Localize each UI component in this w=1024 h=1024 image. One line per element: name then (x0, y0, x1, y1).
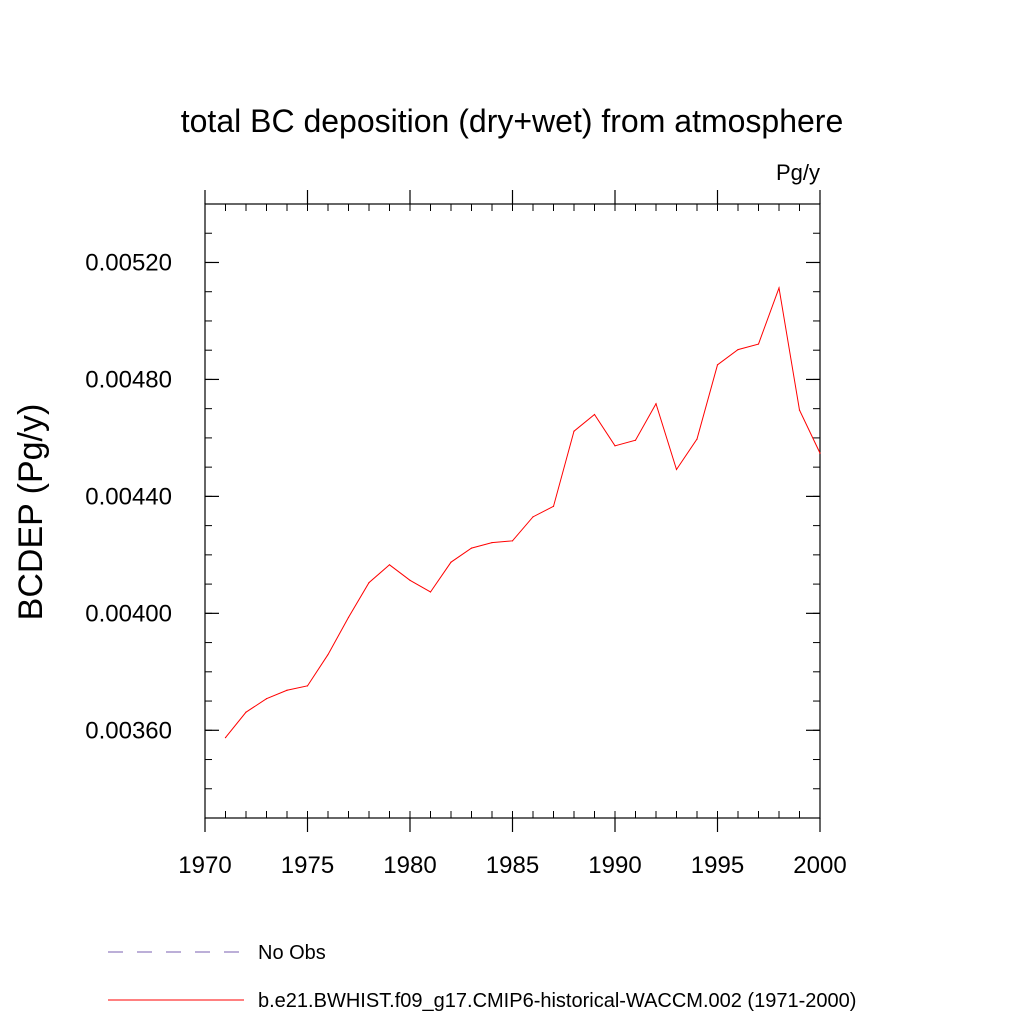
data-point (429, 591, 432, 593)
data-point (757, 343, 760, 345)
y-tick-label: 0.00520 (85, 249, 172, 276)
data-point (470, 547, 473, 549)
x-tick-label: 1975 (281, 852, 334, 879)
x-tick-label: 1980 (383, 852, 436, 879)
x-tick-label: 1995 (691, 852, 744, 879)
data-point (265, 698, 268, 700)
data-point (286, 689, 288, 691)
legend: No Obs b.e21.BWHIST.f09_g17.CMIP6-histori… (108, 942, 856, 1012)
axis-ticks (204, 190, 821, 832)
x-tick-label: 2000 (793, 852, 846, 879)
axis-tick-labels: 1970 1975 1980 1985 1990 1995 2000 0.00360 0.004… (85, 249, 846, 879)
data-point (388, 564, 391, 566)
legend-label: b.e21.BWHIST.f09_g17.CMIP6-historical-WA… (258, 990, 856, 1012)
series-line (225, 285, 821, 738)
y-tick-label: 0.00480 (85, 366, 172, 393)
data-point (655, 403, 657, 405)
data-point (634, 439, 637, 441)
y-tick-label: 0.00400 (85, 600, 172, 627)
data-series (224, 285, 821, 739)
data-point (409, 579, 411, 581)
units-label: Pg/y (776, 160, 820, 185)
y-tick-label: 0.00440 (85, 483, 172, 510)
y-axis-label: BCDEP (Pg/y) (12, 404, 50, 621)
data-point (573, 430, 575, 432)
legend-label: No Obs (258, 942, 326, 964)
y-tick-label: 0.00360 (85, 717, 172, 744)
data-point (716, 364, 719, 366)
data-point (224, 736, 227, 739)
data-point (737, 349, 739, 351)
data-point (450, 561, 452, 563)
data-point (614, 445, 616, 447)
data-point (306, 685, 309, 687)
data-point (819, 452, 821, 454)
plot-frame (204, 203, 821, 819)
chart-title: total BC deposition (dry+wet) from atmos… (181, 103, 844, 139)
data-point (491, 541, 493, 544)
data-point (552, 505, 555, 507)
data-point (347, 616, 350, 619)
data-point (593, 413, 596, 416)
data-point (696, 438, 698, 440)
data-point (675, 468, 678, 471)
data-point (778, 287, 780, 289)
data-point (511, 540, 514, 542)
x-tick-label: 1970 (178, 852, 231, 879)
data-point (532, 516, 534, 518)
data-point (327, 653, 329, 656)
x-tick-label: 1990 (588, 852, 641, 879)
data-point (245, 711, 247, 713)
x-tick-label: 1985 (486, 852, 539, 879)
data-point (368, 582, 370, 584)
data-point (798, 409, 801, 411)
